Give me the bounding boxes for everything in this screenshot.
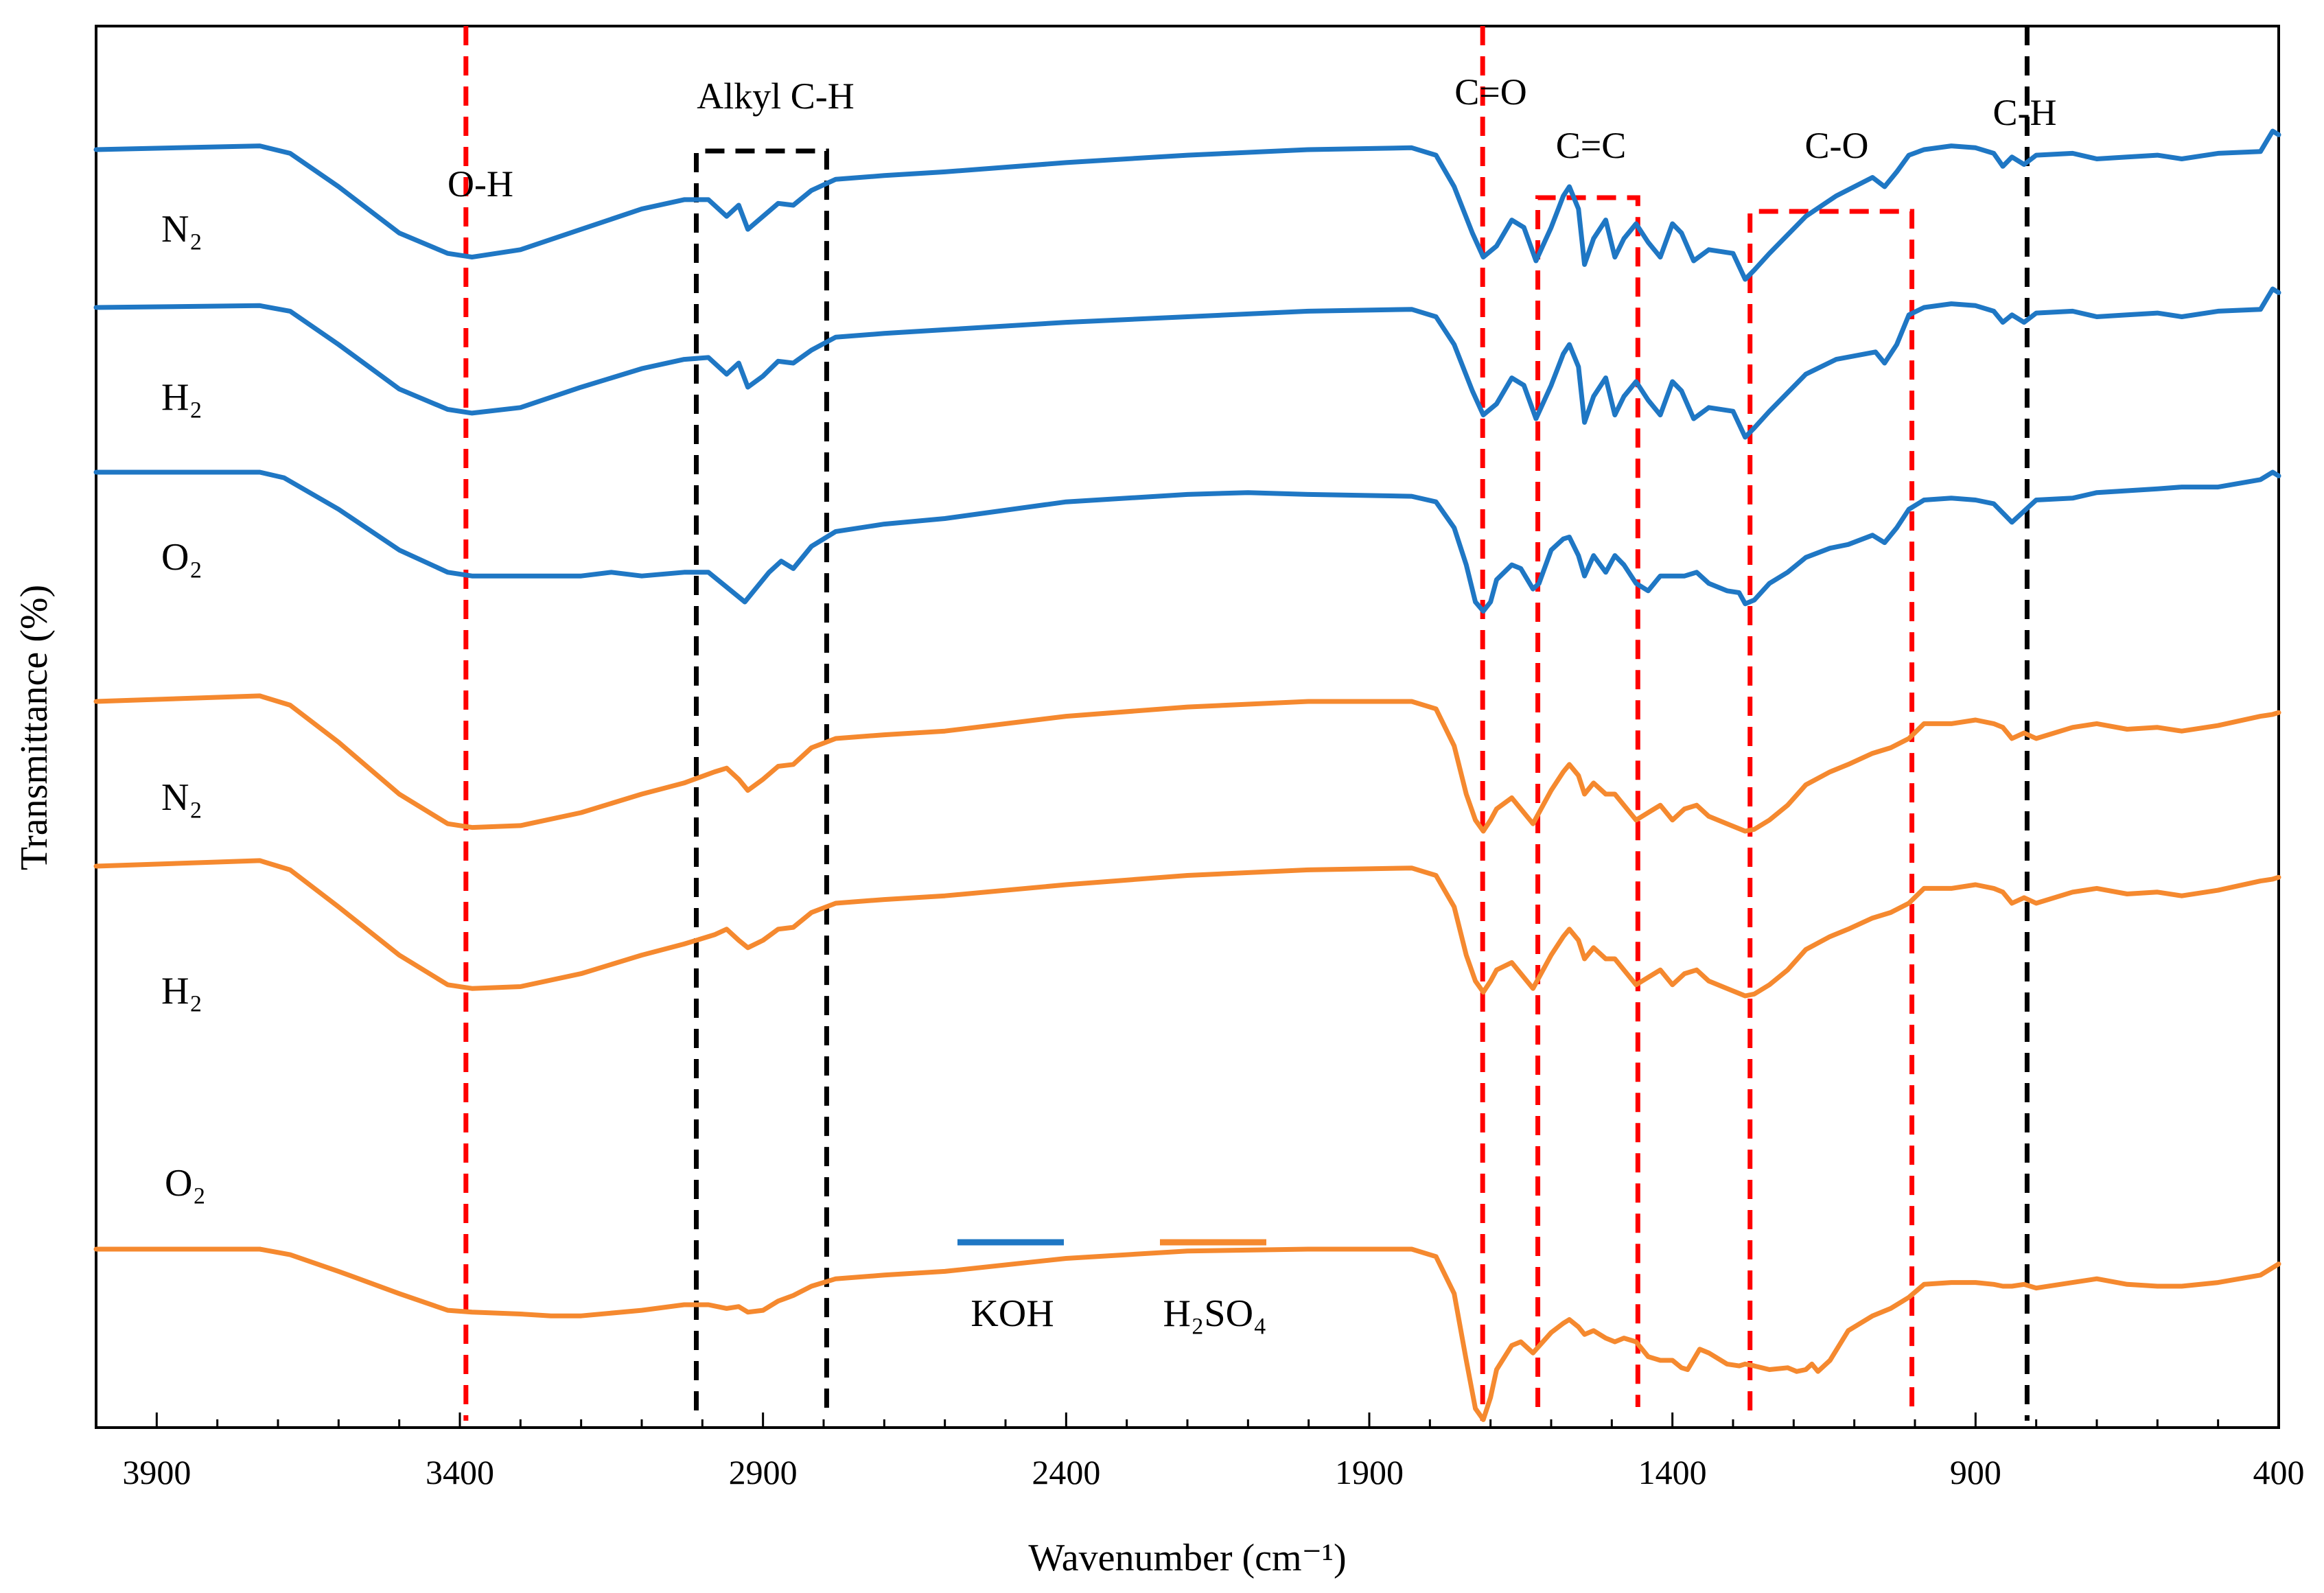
x-tick-label: 1400 bbox=[1638, 1453, 1707, 1491]
curve-label-koh-o2: O₂ bbox=[161, 536, 202, 579]
series-line-koh-0 bbox=[93, 128, 2281, 282]
x-axis: 3900 3400 2900 2400 1900 1400 900 400 bbox=[95, 1412, 2305, 1491]
x-tick-label: 3400 bbox=[426, 1453, 494, 1491]
plot-frame bbox=[95, 25, 2280, 1429]
series-line-koh-2 bbox=[93, 469, 2281, 614]
x-axis-title: Wavenumber (cm⁻¹) bbox=[1028, 1537, 1346, 1579]
series-layer bbox=[93, 128, 2281, 1422]
curve-label-h2so4-n2: N₂ bbox=[161, 776, 202, 819]
x-tick-label: 1900 bbox=[1335, 1453, 1404, 1491]
annotation-layer bbox=[463, 26, 2030, 1421]
series-line-koh-1 bbox=[93, 286, 2281, 440]
curve-label-koh-h2: H₂ bbox=[161, 376, 202, 419]
curve-label-koh-n2: N₂ bbox=[161, 208, 202, 251]
annotation-label-ch: C-H bbox=[1993, 92, 2057, 133]
series-line-h2so4-3 bbox=[93, 693, 2281, 834]
x-tick-label: 2900 bbox=[729, 1453, 798, 1491]
annotation-label-oh: O-H bbox=[448, 163, 513, 205]
x-tick-label: 3900 bbox=[122, 1453, 191, 1491]
legend: KOH H₂SO₄ bbox=[957, 1239, 1267, 1335]
annotation-label-alkyl-ch: Alkyl C-H bbox=[697, 75, 855, 117]
curve-label-h2so4-o2: O₂ bbox=[165, 1162, 206, 1205]
annotation-label-co-single: C-O bbox=[1805, 125, 1869, 166]
legend-label-koh: KOH bbox=[971, 1292, 1054, 1335]
series-line-h2so4-5 bbox=[93, 1246, 2281, 1422]
annotation-label-co-double: C=O bbox=[1454, 71, 1526, 113]
annotation-label-cc-double: C=C bbox=[1556, 125, 1627, 166]
annotation-box-4 bbox=[1747, 209, 1915, 1410]
y-axis-title: Transmittance (%) bbox=[13, 585, 56, 870]
series-line-h2so4-4 bbox=[93, 858, 2281, 999]
annotation-box-3 bbox=[1535, 195, 1640, 1407]
x-tick-label: 400 bbox=[2253, 1453, 2305, 1491]
legend-label-h2so4: H₂SO₄ bbox=[1163, 1292, 1266, 1335]
x-tick-label: 900 bbox=[1950, 1453, 2001, 1491]
x-tick-label: 2400 bbox=[1032, 1453, 1100, 1491]
curve-label-h2so4-h2: H₂ bbox=[161, 970, 202, 1012]
